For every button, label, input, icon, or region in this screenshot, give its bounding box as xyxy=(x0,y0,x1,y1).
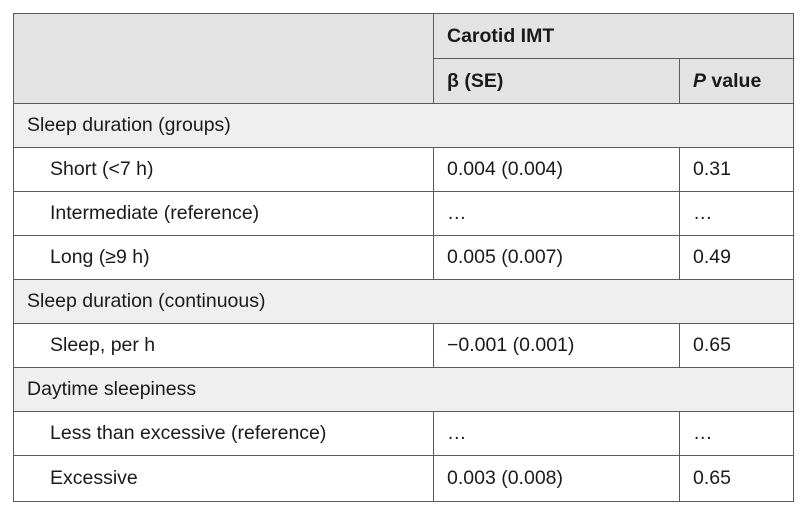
row-beta: 0.004 (0.004) xyxy=(433,147,680,192)
section-row: Daytime sleepiness xyxy=(13,367,794,412)
row-beta: 0.003 (0.008) xyxy=(433,455,680,502)
table-row: Short (<7 h) 0.004 (0.004) 0.31 xyxy=(13,147,794,192)
section-title: Daytime sleepiness xyxy=(13,367,794,412)
header-carotid-imt: Carotid IMT xyxy=(433,13,794,59)
header-row-bottom: β (SE) P value xyxy=(14,58,794,104)
table-row: Intermediate (reference) … … xyxy=(13,191,794,236)
row-p-value: 0.65 xyxy=(679,455,794,502)
header-p-rest: value xyxy=(706,69,762,92)
table-row: Excessive 0.003 (0.008) 0.65 xyxy=(13,455,794,502)
section-row: Sleep duration (groups) xyxy=(13,103,794,148)
table-row: Less than excessive (reference) … … xyxy=(13,411,794,456)
table-row: Sleep, per h −0.001 (0.001) 0.65 xyxy=(13,323,794,368)
row-label: Less than excessive (reference) xyxy=(13,411,434,456)
table-row: Long (≥9 h) 0.005 (0.007) 0.49 xyxy=(13,235,794,280)
row-beta: 0.005 (0.007) xyxy=(433,235,680,280)
results-table: Carotid IMT β (SE) P value Sleep duratio… xyxy=(13,13,794,502)
row-label: Excessive xyxy=(13,455,434,502)
row-p-value: … xyxy=(679,411,794,456)
header-p-italic: P xyxy=(693,69,707,92)
row-p-value: 0.31 xyxy=(679,147,794,192)
row-p-value: … xyxy=(679,191,794,236)
row-label: Intermediate (reference) xyxy=(13,191,434,236)
section-title: Sleep duration (groups) xyxy=(13,103,794,148)
section-row: Sleep duration (continuous) xyxy=(13,279,794,324)
row-beta: −0.001 (0.001) xyxy=(433,323,680,368)
row-beta: … xyxy=(433,191,680,236)
header-p-value: P value xyxy=(679,58,794,104)
row-p-value: 0.49 xyxy=(679,235,794,280)
row-label: Short (<7 h) xyxy=(13,147,434,192)
section-title: Sleep duration (continuous) xyxy=(13,279,794,324)
row-p-value: 0.65 xyxy=(679,323,794,368)
header-row-top: Carotid IMT xyxy=(13,13,794,104)
row-label: Long (≥9 h) xyxy=(13,235,434,280)
row-label: Sleep, per h xyxy=(13,323,434,368)
header-beta-se: β (SE) xyxy=(433,58,680,104)
row-beta: … xyxy=(433,411,680,456)
header-blank-cell xyxy=(13,13,434,104)
